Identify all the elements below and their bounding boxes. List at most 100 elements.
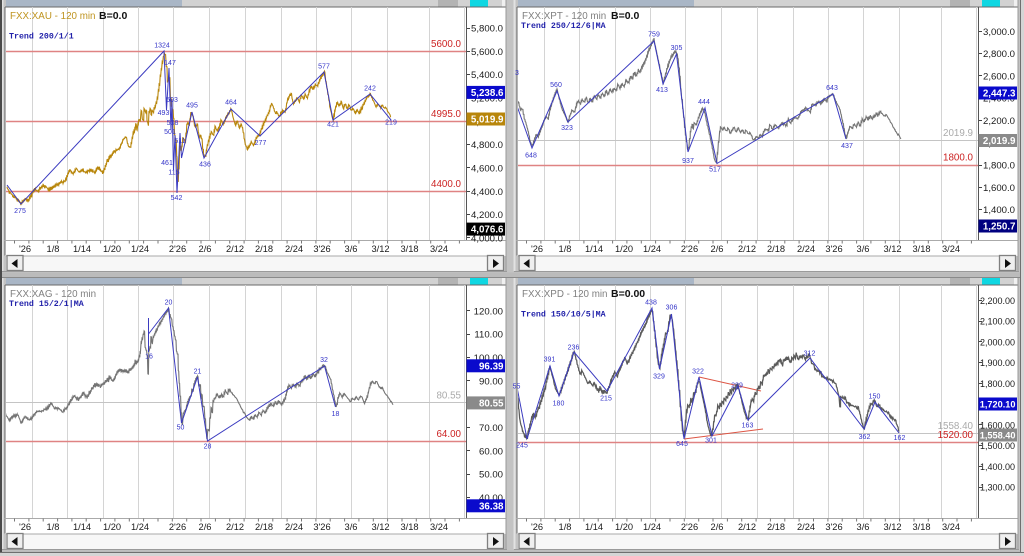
svg-text:2019.9: 2019.9 <box>943 128 973 139</box>
svg-text:1558.40: 1558.40 <box>938 421 974 432</box>
svg-text:2,000.00: 2,000.00 <box>980 338 1015 348</box>
svg-text:1/24: 1/24 <box>131 522 149 532</box>
svg-text:1,500.00: 1,500.00 <box>980 441 1015 451</box>
svg-text:'26: '26 <box>19 522 31 532</box>
svg-text:219: 219 <box>385 120 397 127</box>
svg-text:3/6: 3/6 <box>857 522 870 532</box>
svg-text:64.00: 64.00 <box>436 429 461 440</box>
svg-text:1/24: 1/24 <box>643 244 661 254</box>
svg-text:1/8: 1/8 <box>47 244 60 254</box>
svg-text:1324: 1324 <box>154 43 170 50</box>
svg-text:1,300.00: 1,300.00 <box>980 483 1015 493</box>
svg-text:2,200.00: 2,200.00 <box>980 296 1015 306</box>
svg-text:215: 215 <box>600 396 612 403</box>
svg-text:2'26: 2'26 <box>169 522 186 532</box>
svg-text:3'26: 3'26 <box>825 244 842 254</box>
svg-text:5,800.0: 5,800.0 <box>471 24 503 35</box>
svg-text:2/6: 2/6 <box>199 522 212 532</box>
svg-text:120.00: 120.00 <box>474 306 503 317</box>
svg-text:4,076.6: 4,076.6 <box>471 225 504 236</box>
svg-text:Trend 15/2/1|MA: Trend 15/2/1|MA <box>9 299 84 309</box>
svg-text:1,400.0: 1,400.0 <box>983 205 1015 216</box>
svg-text:1,800.0: 1,800.0 <box>983 161 1015 172</box>
svg-text:2,800.0: 2,800.0 <box>983 49 1015 60</box>
svg-text:1520.00: 1520.00 <box>938 430 974 441</box>
svg-text:236: 236 <box>568 345 580 352</box>
svg-text:323: 323 <box>561 125 573 132</box>
svg-text:70.00: 70.00 <box>479 423 503 434</box>
svg-text:275: 275 <box>14 208 26 215</box>
svg-text:5,200.0: 5,200.0 <box>471 94 503 105</box>
svg-text:1/8: 1/8 <box>559 244 572 254</box>
svg-text:2/6: 2/6 <box>711 244 724 254</box>
svg-text:501: 501 <box>164 129 176 136</box>
svg-text:50: 50 <box>177 425 185 432</box>
svg-text:5,600.0: 5,600.0 <box>471 47 503 58</box>
svg-text:32: 32 <box>320 357 328 364</box>
svg-text:21: 21 <box>194 369 202 376</box>
svg-text:60.00: 60.00 <box>479 446 503 457</box>
svg-text:B=0.0: B=0.0 <box>611 10 639 22</box>
svg-text:2'26: 2'26 <box>681 522 698 532</box>
svg-text:5,238.6: 5,238.6 <box>471 88 504 99</box>
svg-text:1,720.10: 1,720.10 <box>980 400 1016 410</box>
svg-text:100.00: 100.00 <box>474 353 503 364</box>
svg-text:Trend 150/10/5|MA: Trend 150/10/5|MA <box>521 310 606 320</box>
svg-text:55: 55 <box>513 384 521 391</box>
svg-text:3/24: 3/24 <box>942 244 960 254</box>
svg-text:1,600.00: 1,600.00 <box>980 420 1015 430</box>
svg-text:3/6: 3/6 <box>345 522 358 532</box>
svg-text:2/6: 2/6 <box>199 244 212 254</box>
svg-text:436: 436 <box>199 162 211 169</box>
svg-text:147: 147 <box>164 60 176 67</box>
svg-text:1/20: 1/20 <box>103 522 121 532</box>
svg-text:277: 277 <box>255 140 267 147</box>
svg-text:Trend 250/12/6|MA: Trend 250/12/6|MA <box>521 21 606 31</box>
svg-text:28: 28 <box>204 444 212 451</box>
svg-text:1/14: 1/14 <box>73 244 91 254</box>
svg-text:438: 438 <box>645 300 657 307</box>
svg-text:2/6: 2/6 <box>711 522 724 532</box>
svg-text:5,019.9: 5,019.9 <box>471 115 504 126</box>
svg-text:B=0.00: B=0.00 <box>611 288 645 300</box>
svg-text:3'26: 3'26 <box>313 244 330 254</box>
svg-text:3,000.0: 3,000.0 <box>983 27 1015 38</box>
svg-text:3/24: 3/24 <box>942 522 960 532</box>
svg-text:1,250.7: 1,250.7 <box>983 222 1016 233</box>
svg-text:3: 3 <box>515 70 519 77</box>
svg-text:'26: '26 <box>531 522 543 532</box>
svg-text:116: 116 <box>168 170 179 177</box>
svg-text:2,600.0: 2,600.0 <box>983 71 1015 82</box>
svg-text:FXX:XPD - 120 min: FXX:XPD - 120 min <box>522 289 607 300</box>
svg-text:511: 511 <box>174 138 185 145</box>
svg-text:645: 645 <box>676 441 688 448</box>
svg-text:FXX:XPT - 120 min: FXX:XPT - 120 min <box>522 11 606 22</box>
svg-text:16: 16 <box>145 354 153 361</box>
svg-text:508: 508 <box>167 120 179 127</box>
svg-text:'26: '26 <box>19 244 31 254</box>
svg-text:180: 180 <box>553 401 565 408</box>
svg-text:413: 413 <box>656 87 668 94</box>
svg-text:3/12: 3/12 <box>371 522 389 532</box>
svg-text:4,400.0: 4,400.0 <box>471 187 503 198</box>
svg-text:937: 937 <box>682 158 694 165</box>
svg-text:2/18: 2/18 <box>767 244 785 254</box>
svg-text:110.00: 110.00 <box>474 330 503 341</box>
svg-text:306: 306 <box>666 305 678 312</box>
svg-text:2/24: 2/24 <box>797 244 815 254</box>
svg-text:1,558.40: 1,558.40 <box>980 431 1016 441</box>
svg-text:3'26: 3'26 <box>825 522 842 532</box>
svg-text:20: 20 <box>165 300 173 307</box>
svg-text:643: 643 <box>826 85 838 92</box>
svg-text:464: 464 <box>225 100 237 107</box>
svg-text:B=0.0: B=0.0 <box>99 10 127 22</box>
svg-text:1,600.0: 1,600.0 <box>983 183 1015 194</box>
svg-text:96.39: 96.39 <box>479 361 504 372</box>
svg-text:4,800.0: 4,800.0 <box>471 140 503 151</box>
svg-text:1,900.00: 1,900.00 <box>980 358 1015 368</box>
svg-text:36.38: 36.38 <box>479 501 504 512</box>
svg-text:1/14: 1/14 <box>73 522 91 532</box>
svg-text:3/18: 3/18 <box>400 522 418 532</box>
svg-text:517: 517 <box>709 167 721 174</box>
svg-text:322: 322 <box>692 369 704 376</box>
